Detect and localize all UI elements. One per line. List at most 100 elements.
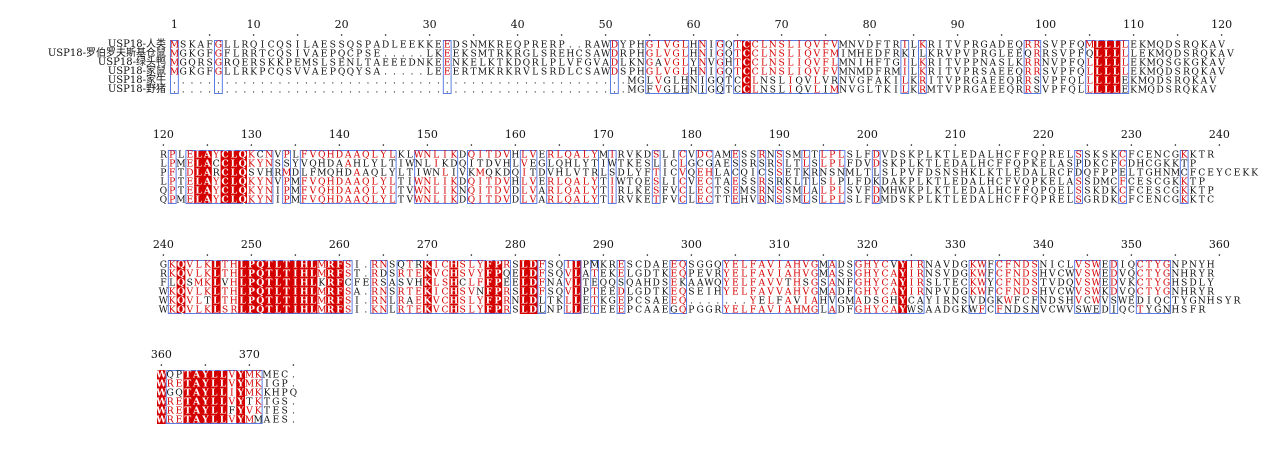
residue: S — [222, 304, 228, 315]
residue: . — [208, 84, 211, 95]
residue: . — [364, 268, 367, 279]
residue: Q — [1128, 268, 1136, 279]
residue: M — [176, 194, 185, 205]
residue: V — [625, 149, 633, 160]
residue: R — [327, 259, 335, 270]
residue: T — [184, 414, 191, 425]
residue: Q — [679, 259, 687, 270]
residue: S — [662, 277, 668, 288]
residue: V — [1226, 48, 1234, 59]
residue: H — [449, 304, 458, 315]
residue: I — [841, 48, 845, 59]
residue: L — [213, 295, 220, 306]
residue: L — [838, 149, 844, 160]
residue: S — [547, 268, 553, 279]
residue: Q — [564, 176, 572, 187]
residue: A — [353, 194, 361, 205]
residue: I — [443, 185, 447, 196]
residue: E — [670, 286, 677, 297]
residue: . — [208, 75, 211, 86]
residue: H — [637, 39, 645, 50]
residue: M — [856, 66, 865, 77]
residue: R — [461, 66, 469, 77]
residue: L — [820, 185, 826, 196]
residue: A — [757, 277, 765, 288]
residue: L — [820, 158, 826, 169]
residue: W — [155, 414, 167, 425]
residue: T — [583, 167, 590, 178]
residue: M — [1138, 84, 1147, 95]
residue: Q — [564, 149, 572, 160]
sequence-name-labels: USP18-人类USP18-罗伯罗夫斯基仓鼠USP18-绿头鸭USP18-家鼠U… — [48, 37, 166, 95]
residue: I — [910, 268, 914, 279]
ruler-tick — [1044, 34, 1047, 36]
residue: K — [435, 48, 442, 59]
residue: G — [855, 277, 862, 288]
residue: I — [804, 295, 808, 306]
residue: L — [761, 39, 767, 50]
residue: C — [881, 259, 888, 270]
residue: I — [399, 158, 403, 169]
residue: I — [1147, 295, 1151, 306]
residue: T — [735, 48, 742, 59]
residue: L — [779, 75, 785, 86]
residue: Q — [725, 39, 733, 50]
residue: T — [1181, 158, 1188, 169]
residue: M — [891, 66, 900, 77]
residue: R — [972, 39, 980, 50]
similar-column-box — [299, 150, 397, 204]
residue: I — [701, 75, 705, 86]
residue: Q — [1048, 185, 1056, 196]
ruler-number: 100 — [1035, 18, 1056, 31]
residue: Y — [591, 176, 599, 187]
residue: D — [1022, 259, 1029, 270]
residue: R — [1207, 149, 1215, 160]
residue: P — [282, 387, 288, 398]
residue: S — [785, 185, 791, 196]
residue: W — [601, 39, 611, 50]
residue: Q — [564, 194, 572, 205]
residue: K — [255, 378, 262, 389]
residue: G — [697, 304, 704, 315]
residue: K — [398, 149, 405, 160]
residue: K — [934, 194, 941, 205]
residue: F — [996, 158, 1002, 169]
residue: S — [741, 149, 747, 160]
residue: S — [462, 39, 468, 50]
residue: K — [626, 158, 633, 169]
residue: L — [1131, 48, 1137, 59]
residue: V — [953, 66, 961, 77]
residue: . — [499, 75, 502, 86]
residue: M — [1155, 48, 1164, 59]
residue: A — [555, 277, 563, 288]
residue: Q — [635, 176, 643, 187]
residue: T — [497, 57, 504, 68]
residue: K — [970, 167, 977, 178]
residue: R — [503, 295, 511, 306]
residue: V — [962, 48, 970, 59]
residue: C — [1101, 158, 1108, 169]
residue: L — [160, 176, 166, 187]
residue: T — [794, 158, 801, 169]
residue: V — [185, 259, 193, 270]
residue: E — [582, 295, 589, 306]
residue: . — [734, 295, 737, 306]
residue: R — [250, 57, 258, 68]
residue: Y — [1198, 268, 1206, 279]
residue: K — [505, 66, 512, 77]
residue: H — [863, 259, 871, 270]
ruler-number: 1 — [171, 18, 178, 31]
sequence-name: USP18-人类 — [108, 37, 166, 50]
residue: L — [1007, 57, 1013, 68]
ruler-tick — [824, 34, 827, 36]
residue: . — [622, 75, 625, 86]
residue: A — [311, 39, 319, 50]
residue: . — [743, 295, 746, 306]
residue: V — [801, 259, 809, 270]
residue: A — [344, 176, 352, 187]
residue: R — [1025, 84, 1033, 95]
residue: G — [892, 57, 899, 68]
residue: C — [670, 167, 677, 178]
residue: N — [769, 66, 777, 77]
residue: A — [828, 277, 836, 288]
